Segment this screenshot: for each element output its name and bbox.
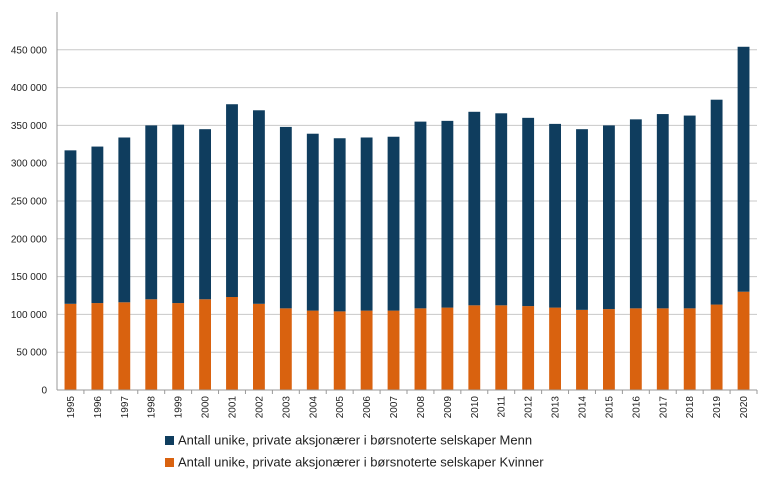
bar-kvinner-2005	[333, 311, 346, 390]
x-tick-label: 2020	[739, 396, 750, 419]
x-tick-label: 2004	[308, 396, 319, 419]
x-tick-label: 2019	[712, 396, 723, 419]
bar-kvinner-2017	[656, 308, 669, 390]
x-tick-label: 2018	[685, 396, 696, 419]
bar-kvinner-2002	[253, 303, 265, 390]
x-tick-label: 2013	[551, 396, 562, 419]
y-tick-label: 350 000	[11, 121, 48, 132]
bar-menn-2000	[199, 129, 211, 300]
x-tick-label: 1996	[93, 396, 104, 419]
x-tick-label: 2001	[228, 396, 239, 419]
legend-swatch	[165, 458, 174, 467]
bar-kvinner-2003	[279, 308, 292, 390]
x-tick-label: 2016	[631, 396, 642, 419]
bar-menn-2003	[279, 126, 292, 309]
legend-label: Antall unike, private aksjonærer i børsn…	[178, 455, 544, 470]
bar-kvinner-2011	[495, 305, 508, 390]
y-tick-label: 250 000	[11, 197, 48, 208]
bar-kvinner-2010	[468, 305, 481, 390]
x-tick-label: 2007	[389, 396, 400, 419]
x-tick-label: 2008	[416, 396, 427, 419]
grid-lines	[57, 49, 757, 353]
bar-menn-2001	[226, 104, 238, 298]
bar-menn-2018	[683, 115, 696, 309]
bar-menn-2007	[387, 136, 400, 311]
y-tick-label: 400 000	[11, 83, 48, 94]
bar-menn-1997	[118, 137, 131, 303]
bar-kvinner-2004	[306, 310, 319, 390]
x-tick-label: 2009	[443, 396, 454, 419]
y-tick-label: 50 000	[16, 348, 47, 359]
x-tick-label: 2006	[362, 396, 373, 419]
bar-kvinner-2006	[360, 310, 373, 390]
bar-menn-2009	[441, 120, 454, 308]
bar-menn-1996	[91, 146, 104, 304]
y-tick-label: 150 000	[11, 272, 48, 283]
bar-kvinner-2007	[387, 310, 400, 390]
bar-kvinner-1997	[118, 302, 131, 390]
x-tick-label: 1995	[66, 396, 77, 419]
bar-menn-2013	[549, 123, 561, 308]
x-tick-label: 2017	[658, 396, 669, 419]
legend: Antall unike, private aksjonærer i børsn…	[165, 433, 544, 470]
y-tick-label: 200 000	[11, 234, 48, 245]
bar-menn-2011	[495, 113, 508, 306]
x-tick-label: 1999	[174, 396, 185, 419]
axes: 0 50 000 100 000 150 000 200 000 250 000 300 0…	[11, 12, 758, 419]
x-tick-label: 1998	[147, 396, 158, 419]
bar-kvinner-2020	[737, 291, 750, 390]
bar-menn-2008	[414, 121, 427, 309]
bar-kvinner-2000	[199, 299, 211, 390]
bar-kvinner-1995	[64, 303, 77, 390]
bar-kvinner-2019	[710, 304, 723, 390]
x-tick-label: 2003	[281, 396, 292, 419]
bar-kvinner-2012	[522, 306, 535, 390]
bar-menn-2014	[576, 129, 588, 310]
x-tick-label: 2011	[497, 396, 508, 418]
bar-menn-2006	[360, 137, 373, 311]
bar-menn-1999	[172, 124, 185, 304]
x-tick-label: 2012	[524, 396, 535, 419]
bar-menn-2010	[468, 111, 481, 306]
x-tick-label: 2010	[470, 396, 481, 419]
x-tick-label: 2005	[335, 396, 346, 419]
bar-menn-2019	[710, 99, 723, 305]
bar-menn-2015	[603, 125, 615, 310]
y-tick-label: 300 000	[11, 159, 48, 170]
bar-kvinner-2008	[414, 308, 427, 390]
bar-kvinner-2018	[683, 308, 696, 390]
y-tick-label: 450 000	[11, 45, 48, 56]
bar-kvinner-1999	[172, 303, 185, 390]
legend-label: Antall unike, private aksjonærer i børsn…	[178, 433, 532, 448]
bar-menn-2012	[522, 117, 535, 307]
y-tick-label: 0	[41, 386, 47, 397]
bar-kvinner-2015	[603, 309, 615, 390]
bars	[64, 46, 750, 390]
bar-menn-2017	[656, 114, 669, 309]
bar-kvinner-1996	[91, 303, 104, 390]
bar-menn-2005	[333, 138, 346, 312]
x-tick-label: 2000	[201, 396, 212, 419]
bar-kvinner-2009	[441, 307, 454, 390]
x-tick-label: 2002	[254, 396, 265, 419]
y-tick-label: 100 000	[11, 310, 48, 321]
x-tick-label: 1997	[120, 396, 131, 419]
bar-kvinner-1998	[145, 299, 158, 390]
bar-menn-2004	[306, 133, 319, 311]
x-tick-label: 2015	[604, 396, 615, 419]
bar-menn-2020	[737, 46, 750, 292]
legend-swatch	[165, 436, 174, 445]
bar-menn-1995	[64, 150, 77, 304]
bar-kvinner-2013	[549, 307, 561, 390]
bar-kvinner-2001	[226, 297, 238, 390]
x-tick-label: 2014	[578, 396, 589, 419]
bar-menn-2016	[629, 119, 642, 309]
bar-menn-2002	[253, 110, 265, 304]
bar-kvinner-2014	[576, 309, 588, 390]
bar-kvinner-2016	[629, 308, 642, 390]
bar-menn-1998	[145, 125, 158, 300]
